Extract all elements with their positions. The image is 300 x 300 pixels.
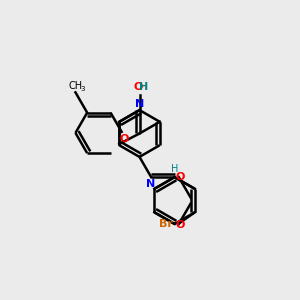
Text: Br: Br (159, 219, 173, 229)
Text: O: O (120, 134, 129, 144)
Text: CH: CH (68, 81, 83, 91)
Text: H: H (139, 82, 148, 92)
Text: N: N (146, 179, 155, 189)
Text: 3: 3 (81, 86, 85, 92)
Text: O: O (134, 82, 143, 92)
Text: O: O (176, 220, 185, 230)
Text: H: H (171, 164, 178, 174)
Text: N: N (135, 99, 144, 109)
Text: O: O (176, 172, 185, 182)
